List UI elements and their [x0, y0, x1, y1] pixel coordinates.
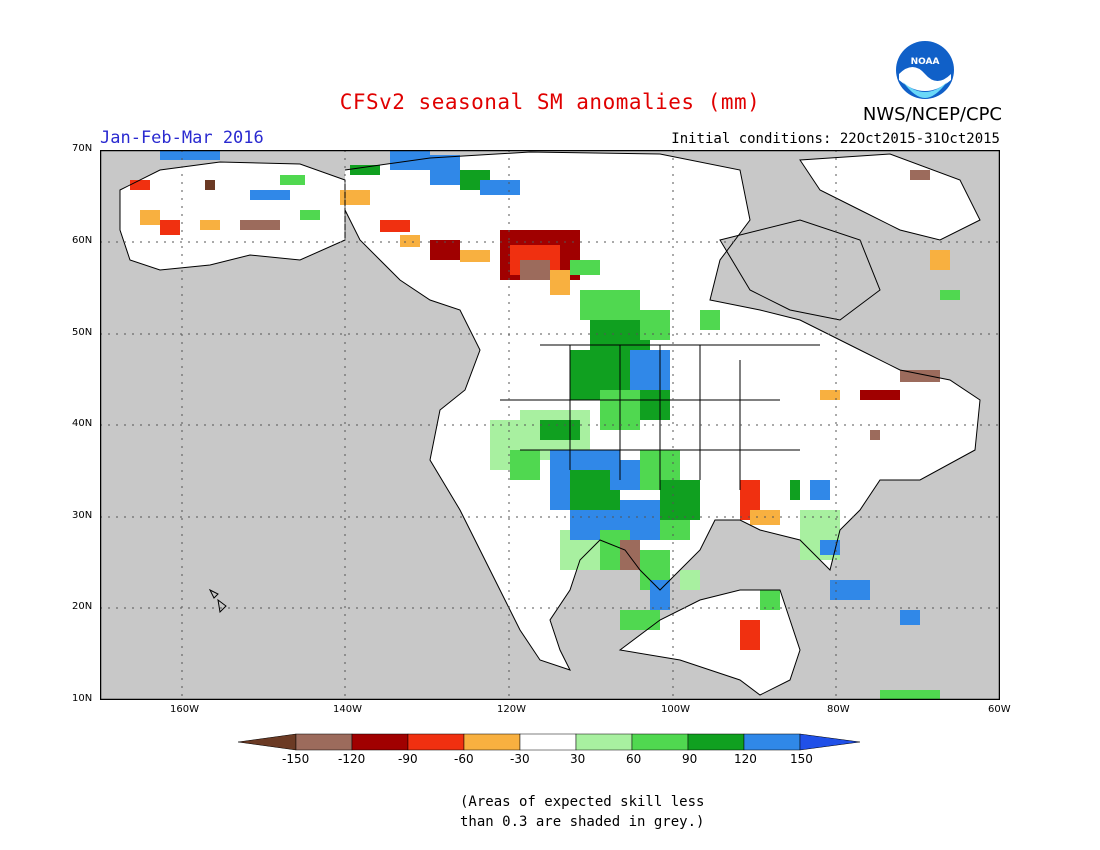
noaa-logo: NOAA — [896, 41, 954, 99]
lat-label-60n: 60N — [72, 235, 93, 246]
soil-moisture-map — [100, 150, 1000, 700]
agency-label: NWS/NCEP/CPC — [862, 104, 1002, 125]
colorbar-label: 120 — [734, 752, 757, 766]
lon-label-80w: 80W — [827, 704, 850, 715]
greenland-area — [800, 154, 980, 240]
lat-label-50n: 50N — [72, 327, 93, 338]
colorbar-label: -60 — [454, 752, 474, 766]
season-label: Jan-Feb-Mar 2016 — [100, 128, 264, 148]
colorbar-label: -30 — [510, 752, 530, 766]
colorbar — [238, 733, 861, 751]
noaa-logo-text: NOAA — [911, 57, 940, 67]
lon-label-120w: 120W — [497, 704, 526, 715]
lon-label-140w: 140W — [333, 704, 362, 715]
colorbar-label: -120 — [338, 752, 366, 766]
coastlines — [119, 151, 981, 696]
initial-conditions-label: Initial conditions: 22Oct2015-31Oct2015 — [671, 131, 1000, 147]
colorbar-label: 150 — [790, 752, 813, 766]
colorbar-label: 90 — [682, 752, 698, 766]
gridlines — [100, 150, 1000, 700]
colorbar-label: 30 — [570, 752, 586, 766]
skill-note-line: (Areas of expected skill less — [460, 794, 705, 810]
colorbar-label: -90 — [398, 752, 418, 766]
lon-label-60w: 60W — [988, 704, 1011, 715]
lon-label-100w: 100W — [661, 704, 690, 715]
map-title: CFSv2 seasonal SM anomalies (mm) — [339, 90, 761, 114]
skill-note: (Areas of expected skill less than 0.3 a… — [460, 792, 740, 832]
skill-note-line: than 0.3 are shaded in grey.) — [460, 814, 705, 830]
lat-label-20n: 20N — [72, 601, 93, 612]
map-frame — [100, 150, 1000, 700]
colorbar-label: 60 — [626, 752, 642, 766]
lat-label-30n: 30N — [72, 510, 93, 521]
lon-label-160w: 160W — [170, 704, 199, 715]
lat-label-10n: 10N — [72, 693, 93, 704]
lat-label-70n: 70N — [72, 143, 93, 154]
colorbar-label: -150 — [282, 752, 310, 766]
lat-label-40n: 40N — [72, 418, 93, 429]
